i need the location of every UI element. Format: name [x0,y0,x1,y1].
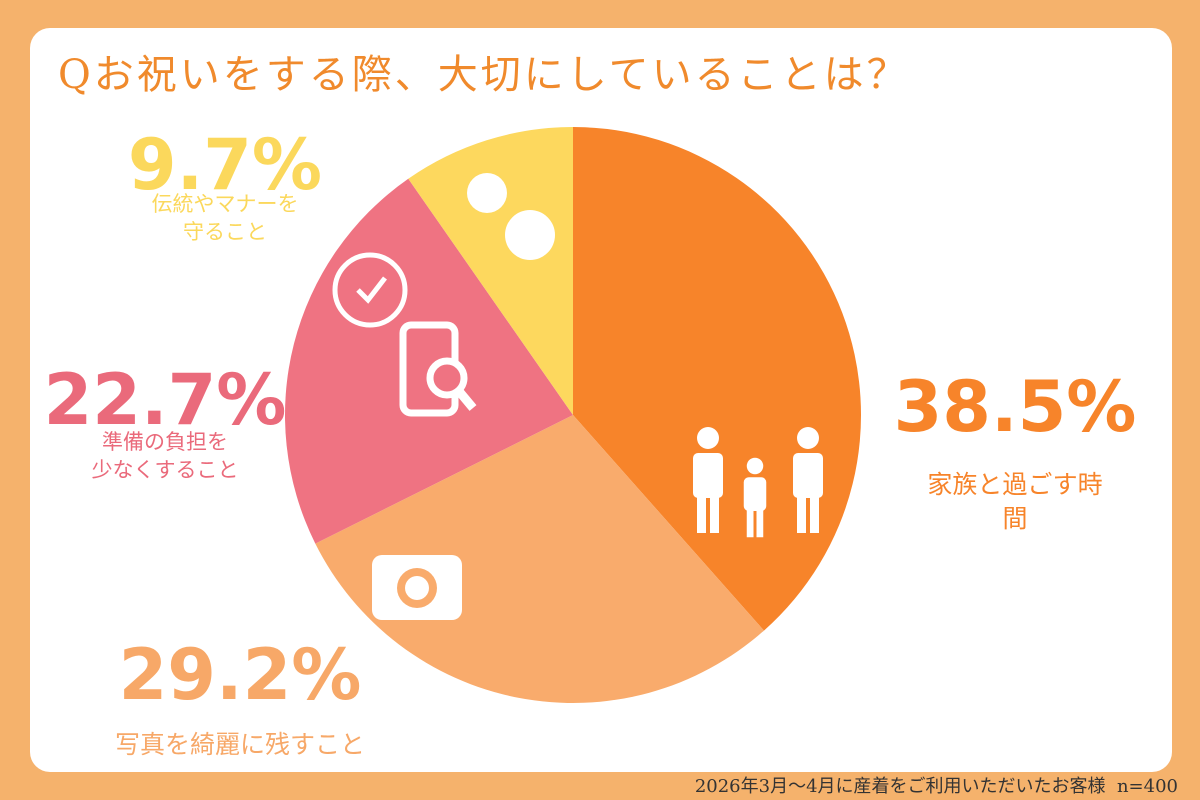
category-label: 伝統やマナーを 守ること [151,192,299,245]
icon [356,276,387,304]
icon [756,507,764,538]
icon [426,357,468,399]
icon [697,493,706,533]
category-label: 写真を綺麗に残すこと [114,730,366,759]
icon [810,493,819,533]
category-label: 準備の負担を 少なくすること [91,430,239,483]
value-label: 9.7% [127,124,323,206]
icon [710,493,719,533]
icon [505,210,555,260]
icon [743,477,767,511]
value-label: 22.7% [43,359,287,441]
value-label: 29.2% [118,634,362,716]
icon [793,453,823,498]
footnote: 2026年3月〜4月に産着をご利用いただいたお客様 n=400 [694,776,1178,797]
icon [797,427,819,449]
value-label: 38.5% [893,366,1137,448]
icon [467,173,507,213]
icon [454,387,477,411]
icon [693,453,723,498]
pie-slice [408,127,573,415]
icon [746,507,754,538]
pie-slice [573,127,861,631]
icon [697,427,719,449]
icon [797,493,806,533]
icon [332,252,408,328]
category-label: 家族と過ごす時間 [927,470,1103,533]
pie-slice [315,415,764,703]
pie-slice [285,178,573,544]
chart-title: Qお祝いをする際、大切にしていることは？ [58,52,910,98]
icon [746,457,764,475]
icon [405,576,429,600]
